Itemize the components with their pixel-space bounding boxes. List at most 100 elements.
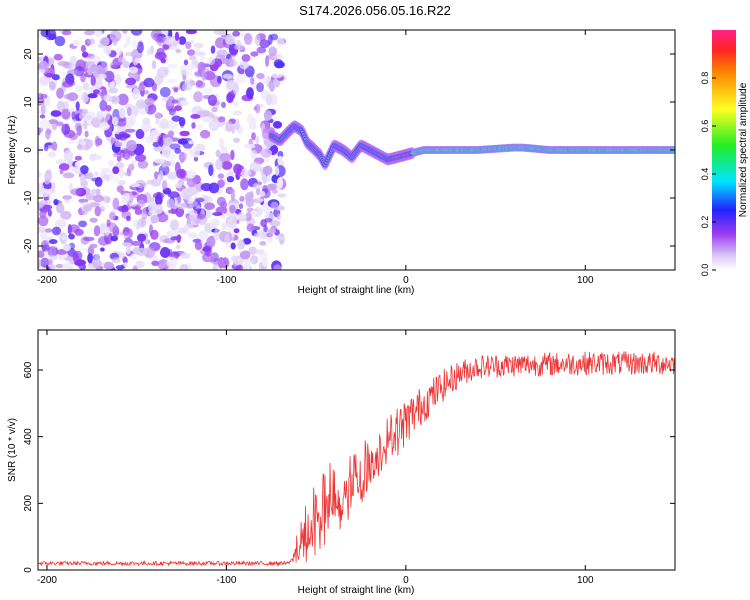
noise-speckle <box>40 30 51 38</box>
noise-speckle <box>99 122 110 131</box>
noise-speckle <box>90 75 96 86</box>
noise-speckle <box>116 47 122 56</box>
noise-speckle <box>228 56 236 68</box>
noise-speckle <box>167 171 179 181</box>
noise-speckle <box>80 140 86 146</box>
noise-speckle <box>151 260 160 266</box>
noise-speckle <box>185 169 196 179</box>
snr-frame <box>37 329 676 571</box>
noise-speckle <box>38 171 42 178</box>
noise-speckle <box>215 54 226 60</box>
colorbar-tick-label: 0.8 <box>700 72 710 85</box>
noise-speckle <box>225 80 238 91</box>
colorbar-tick-label: 0.2 <box>700 216 710 229</box>
noise-speckle <box>71 166 78 172</box>
colorbar-tick-label: 0.6 <box>700 120 710 133</box>
noise-speckle <box>119 167 125 178</box>
noise-speckle <box>131 191 137 196</box>
noise-speckle <box>232 137 240 143</box>
noise-speckle <box>217 173 224 179</box>
noise-speckle <box>54 35 66 47</box>
noise-speckle <box>175 49 181 54</box>
noise-speckle <box>197 61 206 73</box>
noise-speckle <box>167 209 179 215</box>
noise-speckle <box>275 165 280 176</box>
noise-speckle <box>208 121 219 130</box>
noise-speckle <box>89 189 97 196</box>
noise-speckle <box>131 159 137 165</box>
noise-speckle <box>175 206 185 218</box>
noise-speckle <box>116 118 128 127</box>
noise-speckle <box>148 210 157 216</box>
snr-y-tick-label: 200 <box>23 495 34 512</box>
noise-speckle <box>184 79 196 86</box>
colorbar-gradient <box>712 30 736 270</box>
noise-speckle <box>131 240 142 246</box>
noise-speckle <box>80 165 89 174</box>
noise-speckle <box>260 148 273 158</box>
noise-speckle <box>190 114 201 119</box>
noise-speckle <box>105 105 112 112</box>
noise-speckle <box>180 100 189 107</box>
noise-speckle <box>239 195 245 202</box>
noise-speckle <box>112 197 120 210</box>
noise-speckle <box>144 97 155 106</box>
noise-speckle <box>112 166 120 175</box>
snr-x-axis: -200 -100 0 100 <box>37 330 594 586</box>
noise-speckle <box>80 73 86 83</box>
noise-speckle <box>217 75 222 84</box>
noise-speckle <box>106 219 111 227</box>
noise-speckle <box>131 37 139 50</box>
noise-speckle <box>84 30 95 36</box>
noise-speckle <box>270 201 279 210</box>
snr-x-tick-label: 0 <box>403 575 409 586</box>
snr-y-tick-label: 600 <box>23 361 34 378</box>
noise-speckle <box>249 161 262 173</box>
noise-speckle <box>136 233 147 242</box>
noise-speckle <box>156 212 169 223</box>
noise-speckle <box>166 256 178 269</box>
noise-speckle <box>100 167 111 174</box>
noise-speckle <box>259 241 267 246</box>
noise-speckle <box>105 48 112 55</box>
noise-speckle <box>250 51 259 57</box>
noise-speckle <box>152 141 161 148</box>
noise-speckle <box>103 109 111 121</box>
noise-speckle <box>195 197 205 203</box>
spectrogram-y-label: Frequency (Hz) <box>7 116 18 185</box>
noise-speckle <box>154 171 159 180</box>
noise-speckle <box>94 171 99 177</box>
noise-speckle <box>93 225 101 237</box>
noise-speckle <box>134 208 143 216</box>
noise-speckle <box>193 146 200 158</box>
noise-speckle <box>82 51 89 58</box>
noise-speckle <box>38 215 49 227</box>
noise-speckle <box>107 159 114 167</box>
noise-speckle <box>88 153 97 162</box>
noise-speckle <box>87 93 98 99</box>
noise-speckle <box>177 202 187 210</box>
noise-speckle <box>183 223 195 230</box>
noise-speckle <box>237 239 245 250</box>
noise-speckle <box>93 194 104 203</box>
noise-speckle <box>61 30 72 36</box>
noise-speckle <box>78 220 88 228</box>
noise-speckle <box>206 236 216 248</box>
noise-speckle <box>273 264 282 270</box>
noise-speckle <box>187 232 198 239</box>
noise-speckle <box>213 228 220 241</box>
noise-speckle <box>186 178 197 187</box>
noise-speckle <box>74 161 80 167</box>
noise-speckle <box>218 137 225 149</box>
noise-speckle <box>94 77 103 89</box>
noise-speckle <box>211 106 218 113</box>
noise-speckle <box>239 250 251 260</box>
noise-speckle <box>167 130 175 137</box>
noise-speckle <box>60 210 72 220</box>
noise-speckle <box>217 257 225 269</box>
noise-speckle <box>75 101 80 111</box>
noise-speckle <box>233 228 240 234</box>
noise-speckle <box>259 39 270 48</box>
noise-speckle <box>63 93 74 100</box>
